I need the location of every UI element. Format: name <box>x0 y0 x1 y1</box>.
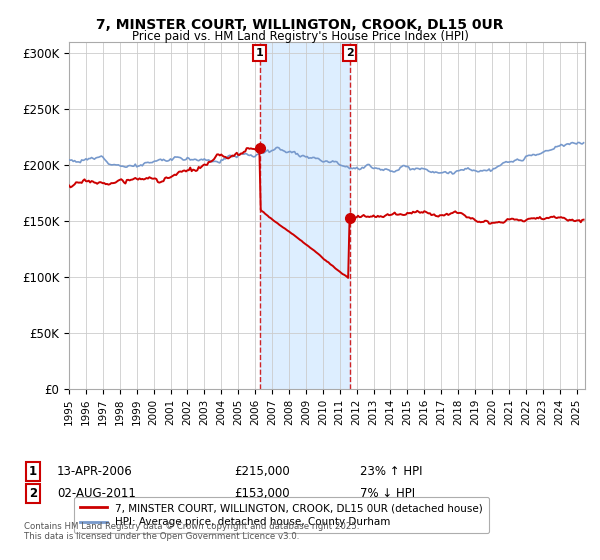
Text: £215,000: £215,000 <box>234 465 290 478</box>
Text: 7% ↓ HPI: 7% ↓ HPI <box>360 487 415 501</box>
Text: Contains HM Land Registry data © Crown copyright and database right 2025.
This d: Contains HM Land Registry data © Crown c… <box>24 522 359 542</box>
Text: £153,000: £153,000 <box>234 487 290 501</box>
Text: 1: 1 <box>256 48 264 58</box>
Text: 23% ↑ HPI: 23% ↑ HPI <box>360 465 422 478</box>
Text: 2: 2 <box>29 487 37 501</box>
Text: 7, MINSTER COURT, WILLINGTON, CROOK, DL15 0UR: 7, MINSTER COURT, WILLINGTON, CROOK, DL1… <box>96 18 504 32</box>
Text: 02-AUG-2011: 02-AUG-2011 <box>57 487 136 501</box>
Legend: 7, MINSTER COURT, WILLINGTON, CROOK, DL15 0UR (detached house), HPI: Average pri: 7, MINSTER COURT, WILLINGTON, CROOK, DL1… <box>74 497 489 534</box>
Text: 13-APR-2006: 13-APR-2006 <box>57 465 133 478</box>
Bar <box>260 42 350 389</box>
Text: 2: 2 <box>346 48 353 58</box>
Text: 1: 1 <box>29 465 37 478</box>
Text: Price paid vs. HM Land Registry's House Price Index (HPI): Price paid vs. HM Land Registry's House … <box>131 30 469 43</box>
